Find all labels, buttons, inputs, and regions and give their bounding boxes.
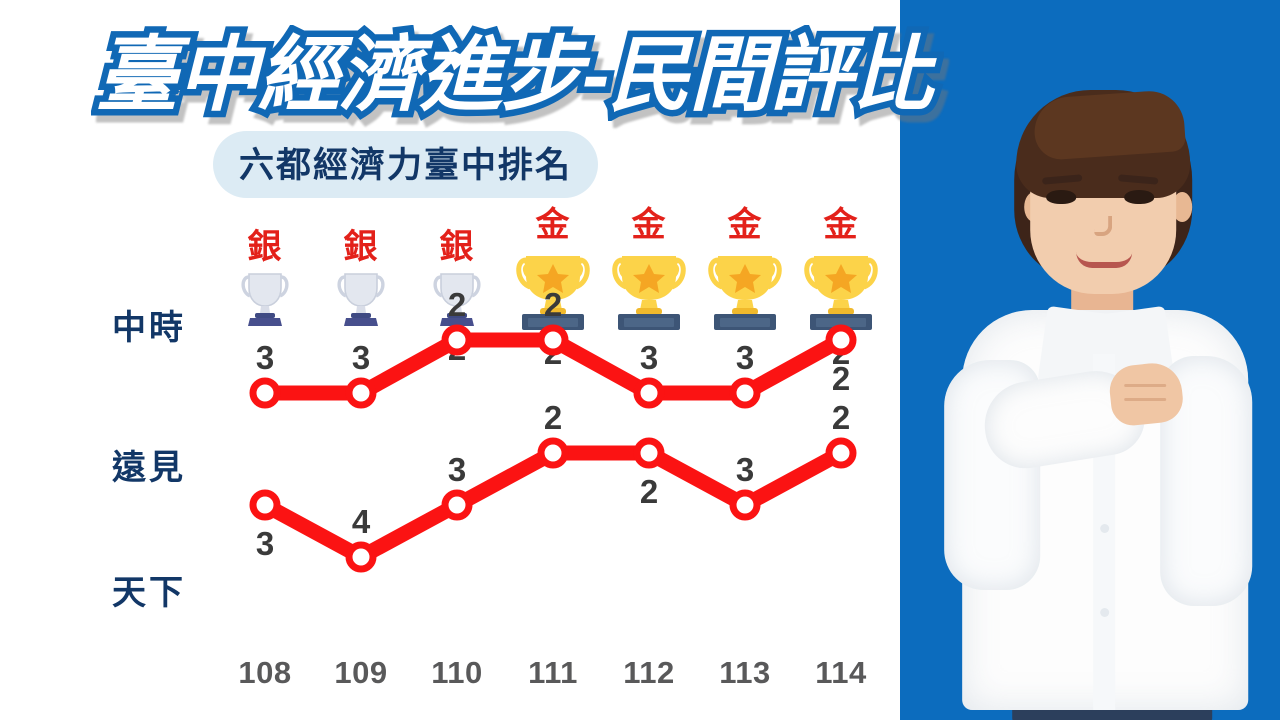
medal-word: 銀 xyxy=(439,228,475,266)
x-axis-tick-label: 114 xyxy=(815,655,867,690)
mayor-portrait-photo xyxy=(938,88,1268,720)
data-point-marker[interactable] xyxy=(537,324,569,356)
data-point-marker[interactable] xyxy=(633,377,665,409)
medal-word: 銀 xyxy=(343,228,379,266)
data-point-marker[interactable] xyxy=(249,489,281,521)
data-point-value: 3 xyxy=(351,339,371,376)
x-axis-tick-label: 108 xyxy=(238,655,292,690)
data-point-value: 3 xyxy=(255,339,275,376)
x-axis-tick-label: 110 xyxy=(431,655,483,690)
data-point-value: 4 xyxy=(351,503,371,540)
portrait-shirt-button xyxy=(1100,524,1110,533)
trophy-cell: 金 xyxy=(697,208,793,370)
data-point-marker[interactable] xyxy=(441,324,473,356)
medal-word: 金 xyxy=(823,206,859,244)
portrait-knuckle-line xyxy=(1124,384,1167,387)
data-point-marker[interactable] xyxy=(345,541,377,573)
data-point-marker[interactable] xyxy=(825,437,857,469)
trophy-cell: 金 xyxy=(601,208,697,370)
data-point-marker[interactable] xyxy=(441,489,473,521)
gold-trophy-icon xyxy=(516,256,590,330)
gold-trophy-icon xyxy=(708,256,782,330)
gold-trophy-icon xyxy=(804,256,878,330)
portrait-knuckle-line xyxy=(1124,398,1167,401)
data-point-value: 3 xyxy=(255,525,275,562)
x-axis-tick-label: 111 xyxy=(528,655,578,690)
portrait-mouth xyxy=(1076,252,1133,268)
x-axis-tick-label: 112 xyxy=(623,655,675,690)
silver-trophy-icon xyxy=(433,273,481,326)
series-label-tianxia: 天下 xyxy=(112,574,186,612)
data-point-marker[interactable] xyxy=(729,377,761,409)
portrait-ear-right xyxy=(1172,192,1193,222)
data-point-value: 2 xyxy=(543,286,563,323)
series-label-yuanjian: 遠見 xyxy=(112,449,186,487)
trophy-cell: 銀 xyxy=(217,230,313,366)
page-title: 臺中經濟進步-民間評比 xyxy=(89,24,939,128)
data-point-marker[interactable] xyxy=(825,324,857,356)
data-point-marker[interactable] xyxy=(345,377,377,409)
subtitle-badge: 六都經濟力臺中排名 xyxy=(213,131,599,198)
data-point-value: 2 xyxy=(831,360,851,397)
data-point-marker[interactable] xyxy=(249,377,281,409)
data-point-value: 2 xyxy=(543,399,563,436)
data-point-marker[interactable] xyxy=(633,437,665,469)
portrait-shirt-button xyxy=(1100,608,1110,617)
silver-trophy-icon xyxy=(241,273,289,326)
data-point-value: 3 xyxy=(639,339,659,376)
medal-word: 銀 xyxy=(247,228,283,266)
right-blue-panel xyxy=(900,0,1280,720)
line-series-svg xyxy=(249,324,857,573)
medal-word: 金 xyxy=(727,206,763,244)
gold-trophy-icon xyxy=(612,256,686,330)
medal-word: 金 xyxy=(631,206,667,244)
x-axis-tick-label: 113 xyxy=(719,655,771,690)
data-point-marker[interactable] xyxy=(537,437,569,469)
x-axis-tick-label: 109 xyxy=(334,655,388,690)
data-point-value: 2 xyxy=(447,286,467,323)
series-label-zhongshi: 中時 xyxy=(112,309,186,347)
portrait-nose xyxy=(1094,216,1113,236)
ranking-chart: 中時 遠見 天下 銀 銀 銀 2 金 2 金 xyxy=(0,200,900,700)
portrait-eye-right xyxy=(1124,190,1155,204)
data-point-marker[interactable] xyxy=(729,489,761,521)
data-point-value: 2 xyxy=(831,399,851,436)
data-point-value: 3 xyxy=(735,339,755,376)
medal-word: 金 xyxy=(535,206,571,244)
trophy-cell: 銀 xyxy=(313,230,409,366)
data-point-value: 3 xyxy=(735,451,755,488)
silver-trophy-icon xyxy=(337,273,385,326)
portrait-hair-sweep xyxy=(1032,88,1187,162)
data-point-value: 2 xyxy=(639,473,659,510)
data-point-value: 3 xyxy=(447,451,467,488)
portrait-eye-left xyxy=(1046,190,1077,204)
